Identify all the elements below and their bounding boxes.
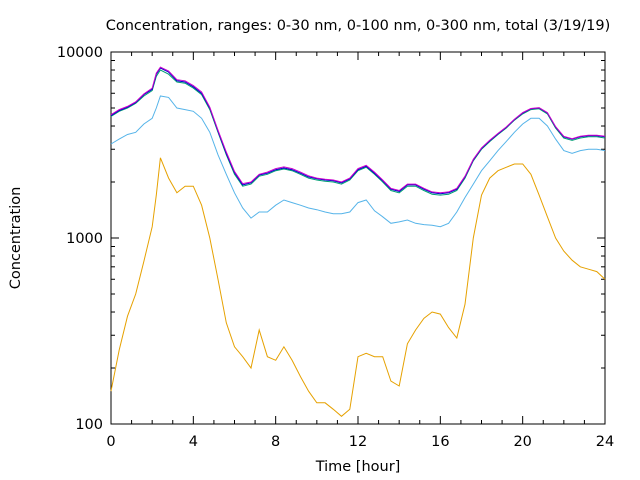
plot-series xyxy=(110,66,606,417)
x-tick-label: 8 xyxy=(271,434,280,450)
series-line-5 xyxy=(110,66,606,194)
x-tick-label: 24 xyxy=(596,434,614,450)
x-axis-label: Time [hour] xyxy=(315,459,401,475)
x-tick-label: 16 xyxy=(431,434,449,450)
y-axis-label: Concentration xyxy=(8,187,24,290)
series-line-1 xyxy=(110,157,606,417)
x-tick-label: 0 xyxy=(106,434,115,450)
y-tick-label: 100 xyxy=(75,417,103,433)
y-tick-label: 10000 xyxy=(57,45,103,61)
series-line-2 xyxy=(110,95,606,228)
x-tick-label: 20 xyxy=(513,434,531,450)
chart-title: Concentration, ranges: 0-30 nm, 0-100 nm… xyxy=(106,18,611,34)
y-tick-label: 1000 xyxy=(66,231,103,247)
x-axis: 0 4 8 12 16 20 24 xyxy=(106,52,614,450)
y-axis: 100 1000 10000 xyxy=(57,45,605,433)
plot-frame xyxy=(110,51,606,425)
x-tick-label: 12 xyxy=(349,434,367,450)
x-tick-label: 4 xyxy=(189,434,198,450)
series-line-3 xyxy=(110,69,606,196)
